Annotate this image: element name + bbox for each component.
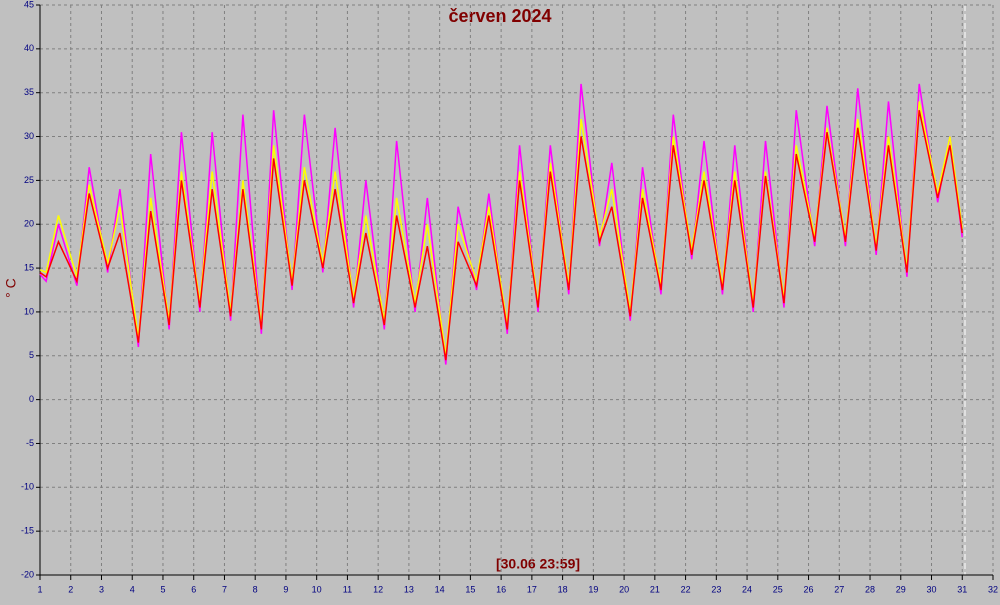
- x-tick-label: 16: [496, 584, 506, 594]
- y-tick-label: 0: [29, 394, 34, 404]
- x-tick-label: 15: [465, 584, 475, 594]
- x-tick-label: 11: [343, 584, 352, 594]
- x-tick-label: 31: [957, 584, 967, 594]
- x-tick-label: 28: [865, 584, 875, 594]
- x-tick-label: 14: [435, 584, 445, 594]
- x-tick-label: 5: [160, 584, 165, 594]
- x-tick-label: 32: [988, 584, 998, 594]
- x-tick-label: 8: [253, 584, 258, 594]
- y-tick-label: 25: [24, 175, 34, 185]
- x-tick-label: 25: [773, 584, 783, 594]
- y-tick-label: -15: [21, 526, 34, 536]
- y-tick-label: -10: [21, 482, 34, 492]
- x-tick-label: 9: [283, 584, 288, 594]
- chart-title: červen 2024: [448, 6, 551, 26]
- x-tick-label: 21: [650, 584, 660, 594]
- x-tick-label: 27: [834, 584, 844, 594]
- y-tick-label: 5: [29, 350, 34, 360]
- x-tick-label: 17: [527, 584, 537, 594]
- y-axis-label: ° C: [3, 278, 19, 298]
- x-tick-label: 13: [404, 584, 414, 594]
- y-tick-label: 20: [24, 219, 34, 229]
- x-tick-label: 12: [373, 584, 383, 594]
- x-tick-label: 20: [619, 584, 629, 594]
- x-tick-label: 6: [191, 584, 196, 594]
- y-tick-label: -20: [21, 569, 34, 579]
- x-tick-label: 10: [312, 584, 322, 594]
- x-tick-label: 18: [558, 584, 568, 594]
- series-line: [39, 101, 964, 356]
- x-tick-label: 3: [99, 584, 104, 594]
- y-tick-label: 35: [24, 87, 34, 97]
- annotation: [30.06 23:59]: [496, 556, 580, 572]
- x-tick-label: 22: [681, 584, 691, 594]
- y-tick-label: 15: [24, 262, 34, 272]
- x-tick-label: 2: [68, 584, 73, 594]
- x-tick-label: 4: [130, 584, 135, 594]
- x-tick-label: 24: [742, 584, 752, 594]
- y-tick-label: 10: [24, 306, 34, 316]
- x-tick-label: 26: [804, 584, 814, 594]
- x-tick-label: 30: [927, 584, 937, 594]
- x-tick-label: 19: [588, 584, 598, 594]
- y-tick-label: -5: [26, 438, 34, 448]
- y-tick-label: 30: [24, 131, 34, 141]
- x-tick-label: 29: [896, 584, 906, 594]
- y-tick-label: 40: [24, 43, 34, 53]
- x-tick-label: 1: [37, 584, 42, 594]
- x-tick-label: 7: [222, 584, 227, 594]
- y-tick-label: 45: [24, 0, 34, 9]
- series-line: [39, 110, 964, 361]
- x-tick-label: 23: [711, 584, 721, 594]
